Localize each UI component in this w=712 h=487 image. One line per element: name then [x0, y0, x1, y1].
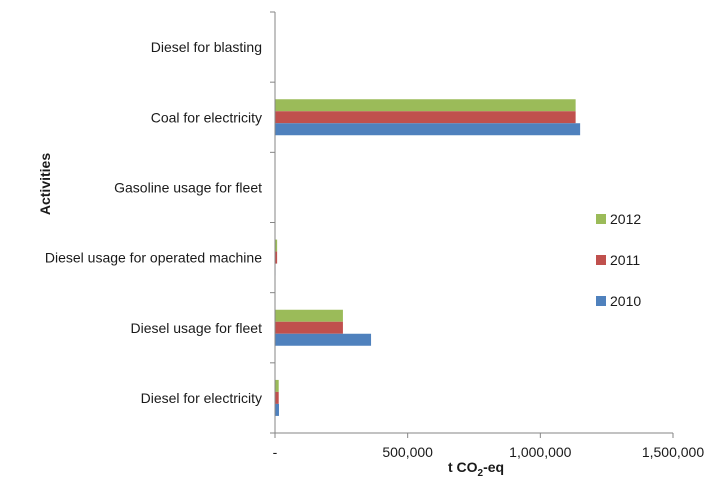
category-label: Diesel usage for fleet	[130, 320, 262, 336]
legend-label-2010: 2010	[610, 293, 641, 309]
category-label: Diesel usage for operated machine	[45, 250, 262, 266]
bars	[270, 11, 581, 434]
legend: 2012 2011 2010	[596, 211, 641, 309]
bar-2010	[275, 123, 581, 136]
bar-2010	[275, 403, 279, 416]
x-tick-label: -	[273, 444, 278, 460]
category-label: Gasoline usage for fleet	[114, 179, 262, 195]
x-axis-title: t CO2-eq	[448, 459, 504, 479]
bar-2011	[275, 391, 279, 404]
bar-2011	[275, 321, 343, 334]
y-axis-title: Activities	[37, 153, 53, 215]
legend-swatch-2010	[596, 296, 606, 306]
category-label: Diesel for electricity	[141, 390, 262, 406]
bar-2012	[275, 239, 278, 252]
legend-label-2011: 2011	[610, 252, 640, 268]
x-tick-labels: - 500,000 1,000,000 1,500,000	[273, 444, 705, 460]
bar-2012	[275, 99, 576, 112]
bar-2010	[275, 333, 372, 346]
x-tick-label: 500,000	[382, 444, 433, 460]
x-tick-label: 1,000,000	[509, 444, 571, 460]
bar-2011	[275, 251, 278, 264]
bar-2012	[275, 379, 279, 392]
category-labels: Diesel for electricity Diesel usage for f…	[45, 39, 262, 406]
category-label: Diesel for blasting	[151, 39, 262, 55]
category-label: Coal for electricity	[151, 109, 262, 125]
legend-swatch-2012	[596, 214, 606, 224]
legend-label-2012: 2012	[610, 211, 641, 227]
bar-2012	[275, 309, 343, 322]
legend-swatch-2011	[596, 255, 606, 265]
x-tick-label: 1,500,000	[642, 444, 704, 460]
bar-2011	[275, 111, 576, 124]
x-ticks	[274, 433, 674, 438]
